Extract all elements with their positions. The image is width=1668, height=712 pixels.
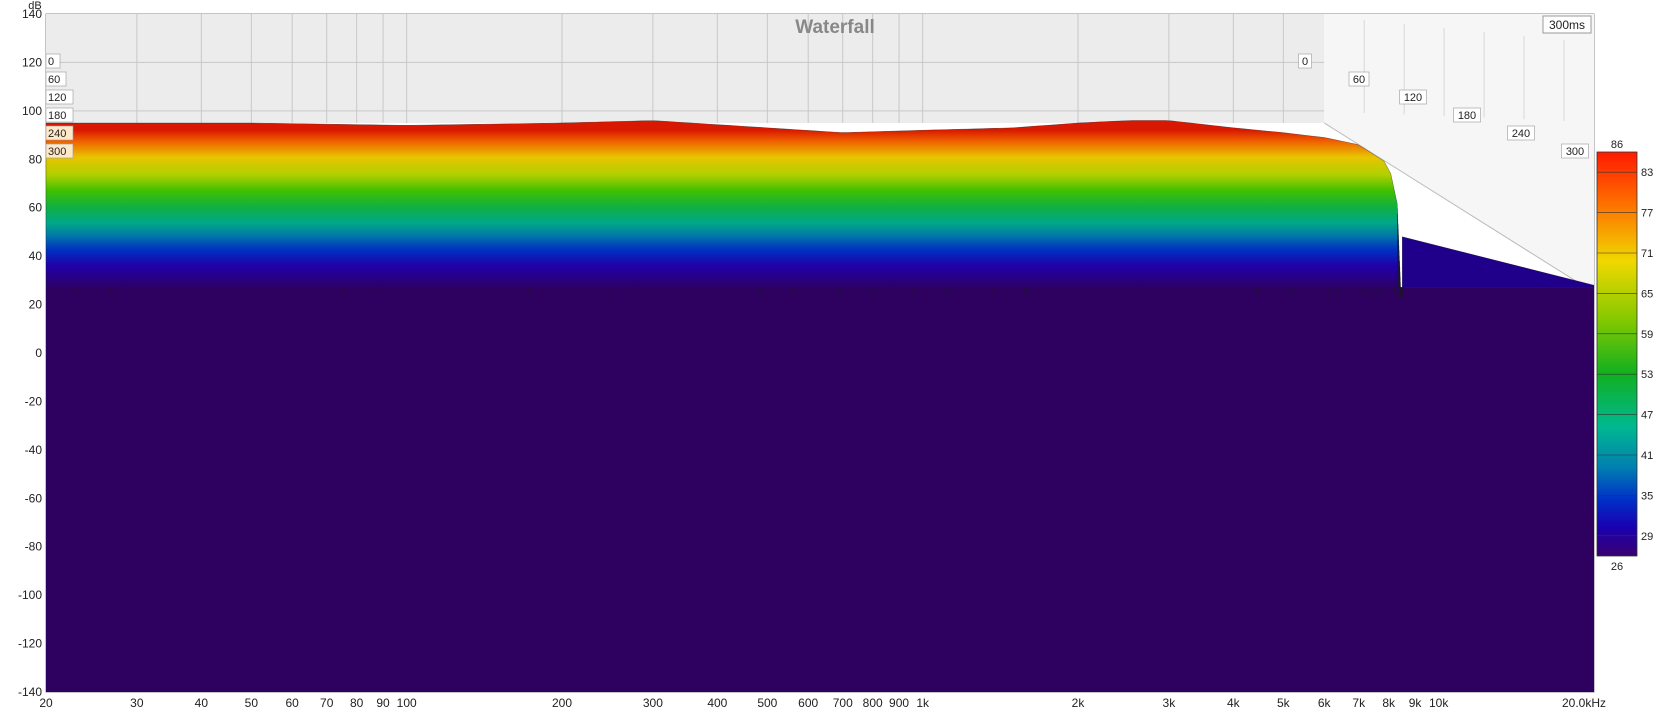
x-tick-label: 400 <box>707 696 727 710</box>
y-tick-label: 20 <box>29 298 43 312</box>
y-tick-label: -60 <box>25 491 43 505</box>
x-tick-label: 20 <box>39 696 53 710</box>
colorbar-tick-label: 41 <box>1641 450 1653 462</box>
y-tick-label: 0 <box>35 346 42 360</box>
y-tick-label: -40 <box>25 443 43 457</box>
y-tick-label: 60 <box>29 201 43 215</box>
colorbar-tick-label: 29 <box>1641 531 1653 543</box>
time-tick-left: 240 <box>48 128 66 140</box>
side-wall <box>1324 14 1594 293</box>
colorbar: 86 26 83 77 71 65 59 53 47 41 35 29 <box>1596 139 1653 573</box>
x-tick-label: 200 <box>552 696 572 710</box>
time-tick-right: 0 <box>1302 56 1308 68</box>
time-tick-right-box <box>1561 143 1589 159</box>
time-tick-left: 180 <box>48 110 66 122</box>
time-tick-left-box <box>45 89 74 105</box>
x-tick-label: 2k <box>1072 696 1086 710</box>
time-tick-right-box <box>1298 53 1312 69</box>
time-tick-left-box <box>45 107 74 123</box>
colorbar-tick-label: 53 <box>1641 369 1653 381</box>
x-tick-label: 4k <box>1227 696 1241 710</box>
x-tick-label: 800 <box>863 696 883 710</box>
y-tick-label: -100 <box>18 588 42 602</box>
y-tick-label: 120 <box>22 55 42 69</box>
x-tick-label: 900 <box>889 696 909 710</box>
x-tick-label: 1k <box>916 696 930 710</box>
surface-layer <box>46 120 1594 692</box>
time-tick-left: 120 <box>48 92 66 104</box>
x-tick-label: 40 <box>195 696 209 710</box>
y-tick-label: 140 <box>22 7 42 21</box>
x-tick-label: 500 <box>757 696 777 710</box>
x-tick-label: 60 <box>286 696 300 710</box>
x-tick-label: 30 <box>130 696 144 710</box>
labels-layer: Waterfall 300msdB140120100806040200-20-40… <box>18 0 1606 710</box>
time-tick-left: 300 <box>48 146 66 158</box>
colorbar-min-label: 26 <box>1611 561 1623 573</box>
x-tick-label: 5k <box>1277 696 1291 710</box>
time-tick-left: 60 <box>48 74 60 86</box>
colorbar-tick-label: 83 <box>1641 167 1653 179</box>
y-tick-label: 100 <box>22 104 42 118</box>
y-axis-label: dB <box>28 0 41 12</box>
x-tick-label: 20.0kHz <box>1562 696 1606 710</box>
side-wall-edge <box>1323 122 1595 293</box>
y-tick-label: -120 <box>18 637 42 651</box>
colorbar-scale <box>1596 151 1638 557</box>
time-tick-right: 120 <box>1404 92 1422 104</box>
time-tick-right-box <box>1507 125 1535 141</box>
x-tick-label: 100 <box>397 696 417 710</box>
noise-floor <box>46 287 1594 692</box>
x-tick-label: 10k <box>1429 696 1449 710</box>
x-tick-label: 3k <box>1163 696 1177 710</box>
y-tick-label: 80 <box>29 152 43 166</box>
colorbar-tick-label: 47 <box>1641 410 1653 422</box>
x-tick-label: 9k <box>1409 696 1423 710</box>
x-tick-label: 50 <box>245 696 259 710</box>
time-tick-right-box <box>1453 107 1481 123</box>
time-tick-left: 0 <box>48 56 54 68</box>
chart-title: Waterfall <box>795 17 875 38</box>
x-tick-label: 700 <box>833 696 853 710</box>
back-wall <box>46 14 1325 123</box>
x-tick-label: 7k <box>1352 696 1366 710</box>
time-tick-right: 180 <box>1458 110 1476 122</box>
x-tick-label: 300 <box>643 696 663 710</box>
y-tick-label: -20 <box>25 394 43 408</box>
x-tick-label: 80 <box>350 696 364 710</box>
time-tick-right: 60 <box>1353 74 1365 86</box>
time-tick-right-box <box>1348 71 1370 87</box>
time-badge-box <box>1542 15 1592 34</box>
time-tick-left-box <box>45 53 61 69</box>
x-tick-label: 70 <box>320 696 334 710</box>
tail-ramp <box>1401 236 1594 288</box>
decay-slice <box>46 120 1398 288</box>
colorbar-tick-label: 65 <box>1641 288 1653 300</box>
x-tick-label: 8k <box>1382 696 1396 710</box>
x-tick-label: 90 <box>376 696 390 710</box>
y-tick-label: -140 <box>18 685 42 699</box>
time-badge: 300ms <box>1549 18 1585 32</box>
x-tick-label: 6k <box>1318 696 1332 710</box>
y-tick-label: -80 <box>25 540 43 554</box>
time-tick-left-box <box>45 143 74 159</box>
colorbar-max-label: 86 <box>1611 139 1623 151</box>
x-tick-label: 600 <box>798 696 818 710</box>
colorbar-tick-label: 71 <box>1641 248 1653 260</box>
time-tick-right: 240 <box>1512 128 1530 140</box>
time-tick-left-box <box>45 71 67 87</box>
colorbar-tick-label: 59 <box>1641 329 1653 341</box>
colorbar-tick-label: 35 <box>1641 490 1653 502</box>
colorbar-tick-label: 77 <box>1641 208 1653 220</box>
time-tick-left-box <box>45 125 74 141</box>
time-tick-right-box <box>1399 89 1427 105</box>
time-tick-right: 300 <box>1566 146 1584 158</box>
y-tick-label: 40 <box>29 249 43 263</box>
